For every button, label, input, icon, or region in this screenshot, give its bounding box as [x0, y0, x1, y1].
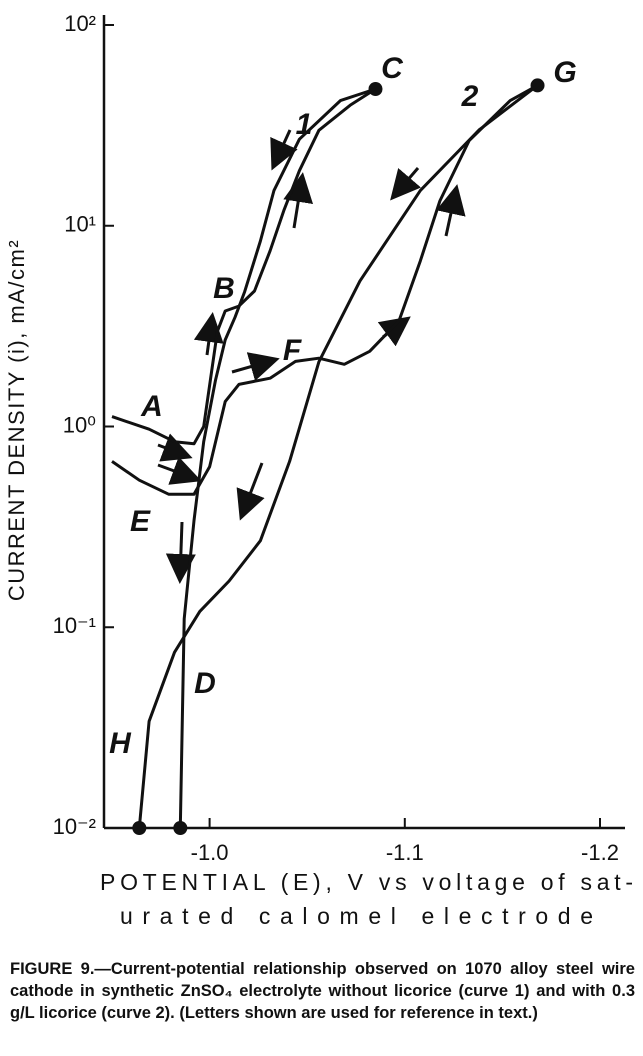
- curve: [111, 84, 539, 496]
- curve-letter: E: [130, 505, 151, 538]
- curve: [137, 84, 539, 829]
- y-tick-label: 10⁰: [63, 412, 96, 437]
- x-axis-label: urated calomel electrode: [120, 903, 595, 929]
- x-axis-label: POTENTIAL (E), V vs voltage of sat-: [100, 869, 635, 895]
- end-point: [132, 821, 147, 835]
- curve-letter: A: [140, 390, 163, 423]
- curve-letter: G: [553, 56, 576, 89]
- y-tick-label: 10²: [64, 11, 96, 36]
- curve-letter: C: [381, 52, 404, 85]
- curve-letter: 1: [296, 108, 313, 141]
- curve-letter: H: [109, 727, 132, 760]
- y-tick-label: 10⁻²: [53, 814, 96, 839]
- x-tick-label: -1.0: [191, 840, 229, 865]
- curve-letter: F: [283, 334, 302, 367]
- y-axis-label: CURRENT DENSITY (i), mA/cm²: [4, 239, 29, 601]
- chart: CURRENT DENSITY (i), mA/cm² POTENTIAL (E…: [4, 11, 635, 929]
- x-tick-label: -1.2: [581, 840, 619, 865]
- curve-letter: D: [194, 667, 216, 700]
- arrows: [157, 129, 466, 584]
- y-tick-label: 10⁻¹: [53, 613, 96, 638]
- curve: [178, 87, 376, 829]
- figure-caption: FIGURE 9.—Current-potential relationship…: [10, 960, 635, 1022]
- curve-letter: 2: [461, 80, 479, 113]
- y-tick-label: 10¹: [64, 212, 96, 237]
- curve: [111, 87, 377, 446]
- end-point: [368, 81, 383, 96]
- curve-letter: B: [213, 272, 235, 305]
- end-point: [173, 821, 188, 835]
- x-tick-label: -1.1: [386, 840, 424, 865]
